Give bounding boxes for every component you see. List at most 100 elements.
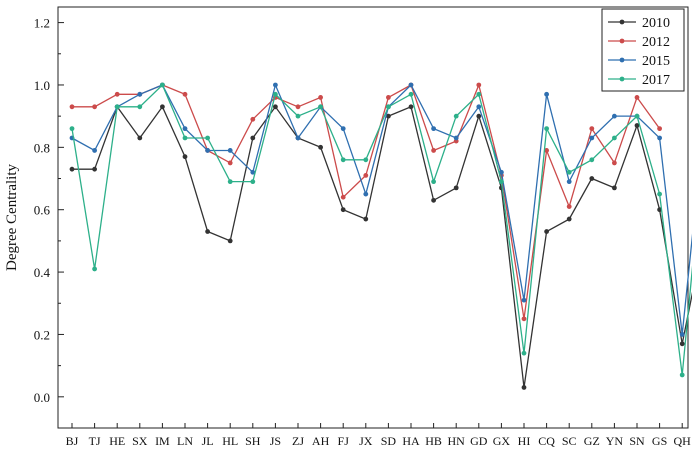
- data-point: [363, 191, 369, 197]
- data-point: [205, 229, 211, 234]
- x-tick-label: SD: [381, 434, 397, 448]
- y-axis: 0.0 0.2 0.4 0.6 0.8 1.0 1.2: [34, 16, 64, 405]
- data-point: [499, 169, 504, 175]
- data-point: [544, 91, 549, 97]
- legend-swatch-marker: [619, 19, 625, 25]
- data-point: [589, 176, 595, 181]
- data-point: [589, 157, 595, 163]
- data-point: [544, 148, 549, 153]
- data-point: [386, 113, 391, 119]
- data-point: [679, 372, 685, 378]
- data-point: [363, 157, 369, 163]
- legend-label: 2015: [642, 54, 670, 69]
- data-point: [476, 113, 482, 119]
- x-tick-label: SN: [629, 434, 645, 448]
- x-tick-label: AH: [312, 434, 330, 448]
- x-tick-label: CQ: [538, 434, 555, 448]
- data-point: [521, 350, 527, 356]
- data-point: [182, 91, 188, 97]
- series-line: [71, 82, 692, 335]
- data-point: [566, 216, 572, 222]
- data-point: [476, 91, 482, 97]
- data-point: [679, 332, 685, 337]
- data-point: [295, 135, 301, 141]
- data-point: [499, 179, 504, 185]
- data-point: [544, 126, 549, 132]
- x-tick-label: LN: [177, 434, 193, 448]
- data-point: [69, 126, 75, 132]
- data-point: [431, 148, 436, 153]
- x-tick-label: SH: [245, 434, 261, 448]
- y-tick-label: 1.2: [34, 16, 50, 31]
- y-tick-label: 0.8: [34, 140, 50, 155]
- y-tick-label: 0.2: [34, 327, 50, 342]
- legend-label: 2010: [642, 16, 670, 31]
- data-point: [295, 104, 301, 110]
- data-point: [295, 113, 301, 119]
- data-point: [431, 179, 436, 185]
- x-tick-label: ZJ: [292, 434, 304, 448]
- data-point: [250, 116, 256, 122]
- data-point: [318, 95, 323, 100]
- data-point: [250, 169, 256, 175]
- x-tick-label: YN: [606, 434, 624, 448]
- data-point: [273, 104, 278, 110]
- data-point: [612, 113, 617, 119]
- data-point: [340, 194, 346, 200]
- x-tick-label: FJ: [338, 434, 350, 448]
- x-tick-label: GZ: [584, 434, 600, 448]
- data-point: [182, 154, 188, 160]
- data-point: [92, 148, 97, 153]
- data-point: [273, 91, 278, 97]
- x-tick-label: SC: [562, 434, 577, 448]
- x-tick-label: HL: [222, 434, 238, 448]
- data-point: [160, 104, 165, 110]
- x-tick-label: GX: [493, 434, 511, 448]
- data-point: [363, 216, 369, 222]
- legend-box: [601, 8, 685, 92]
- data-point: [589, 126, 595, 132]
- x-tick-label: HB: [425, 434, 442, 448]
- x-tick-label: IM: [155, 434, 170, 448]
- data-point: [679, 341, 685, 347]
- series-line: [72, 82, 661, 320]
- data-point: [205, 135, 211, 141]
- series-2017: [69, 82, 692, 378]
- data-point: [227, 148, 233, 153]
- data-point: [657, 135, 662, 141]
- data-point: [92, 266, 97, 272]
- legend-swatch-marker: [619, 76, 625, 82]
- data-point: [182, 135, 188, 141]
- series-2010: [69, 104, 692, 390]
- data-point: [408, 104, 414, 110]
- data-point: [408, 91, 414, 97]
- data-point: [453, 185, 459, 191]
- data-point: [205, 148, 211, 153]
- data-point: [227, 160, 233, 166]
- x-tick-label: TJ: [89, 434, 101, 448]
- x-tick-label: BJ: [66, 434, 79, 448]
- data-point: [521, 297, 527, 303]
- y-axis-label: Degree Centrality: [4, 163, 20, 271]
- data-point: [137, 104, 143, 110]
- data-point: [544, 229, 549, 234]
- data-point: [250, 179, 256, 185]
- data-point: [634, 113, 640, 119]
- data-point: [363, 173, 369, 178]
- series-line: [72, 105, 692, 388]
- data-point: [92, 104, 97, 110]
- data-point: [431, 197, 436, 203]
- data-point: [612, 185, 617, 191]
- data-point: [318, 144, 323, 150]
- data-point: [566, 169, 572, 175]
- data-point: [612, 160, 617, 166]
- data-point: [69, 166, 75, 172]
- x-axis: BJ TJ HE SX IM LN JL HL SH JS ZJ AH FJ JX SD HA HB HN GD GX…: [66, 423, 691, 448]
- series-2012: [69, 82, 662, 322]
- data-point: [634, 95, 640, 100]
- data-point: [69, 104, 75, 110]
- x-tick-label: GD: [470, 434, 488, 448]
- y-tick-label: 0.6: [34, 203, 51, 218]
- data-point: [657, 191, 662, 197]
- x-tick-label: HI: [518, 434, 531, 448]
